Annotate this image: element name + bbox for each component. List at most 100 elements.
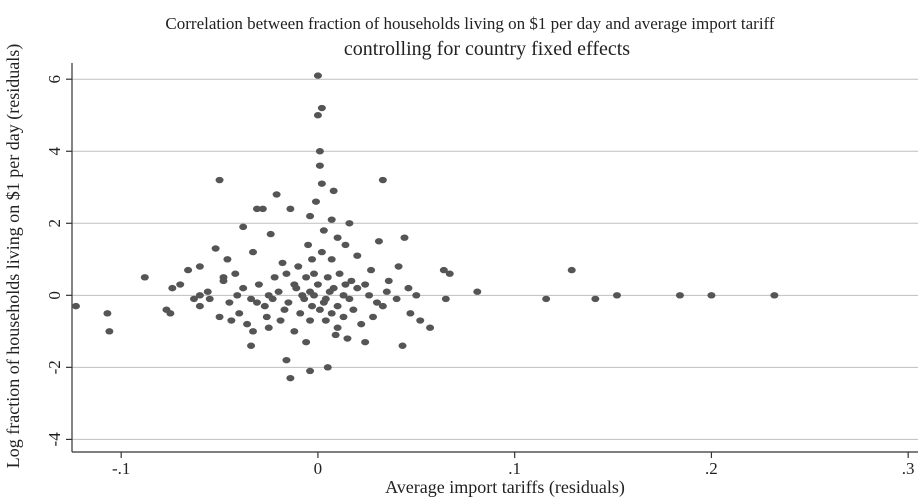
- data-point: [361, 338, 370, 346]
- data-point: [313, 112, 322, 119]
- data-point: [195, 302, 204, 310]
- data-point: [612, 292, 621, 299]
- data-point: [302, 338, 311, 346]
- data-point: [341, 241, 350, 249]
- data-point: [215, 176, 224, 184]
- y-tick-label: 4: [45, 146, 64, 155]
- data-point: [243, 320, 252, 328]
- data-point: [426, 324, 435, 331]
- data-point: [239, 284, 248, 292]
- data-point: [258, 205, 267, 213]
- data-point: [439, 266, 448, 274]
- data-point: [235, 310, 244, 317]
- data-point: [319, 227, 328, 234]
- data-point: [317, 104, 326, 112]
- data-point: [272, 191, 281, 198]
- data-point: [372, 299, 381, 306]
- data-point: [315, 162, 324, 169]
- y-tick-label: -4: [45, 432, 64, 447]
- data-point: [406, 310, 415, 317]
- data-point: [378, 176, 387, 184]
- data-point: [315, 306, 324, 313]
- data-point: [345, 220, 354, 227]
- chart-subtitle: controlling for country fixed effects: [344, 38, 630, 60]
- data-point: [394, 263, 403, 270]
- data-point: [249, 248, 258, 256]
- data-point: [239, 223, 248, 231]
- data-point: [311, 198, 320, 205]
- data-point: [195, 263, 204, 270]
- data-point: [262, 313, 271, 321]
- data-point: [367, 266, 376, 274]
- x-tick-label: 0: [314, 459, 323, 478]
- chart-title: Correlation between fraction of househol…: [165, 14, 774, 33]
- y-tick-label: 6: [45, 75, 64, 84]
- data-point: [353, 284, 362, 292]
- data-point: [404, 284, 413, 292]
- plot-title: Correlation between fraction of househol…: [165, 14, 774, 60]
- data-point: [353, 252, 362, 259]
- data-point: [327, 310, 336, 317]
- data-point: [707, 292, 716, 299]
- data-point: [252, 205, 261, 213]
- data-point: [327, 216, 336, 223]
- data-point: [252, 299, 261, 306]
- x-tick-label: .3: [902, 459, 915, 478]
- data-point: [264, 324, 273, 331]
- data-point: [282, 356, 291, 364]
- data-point: [103, 310, 112, 317]
- data-point: [317, 180, 326, 187]
- data-point: [233, 292, 242, 299]
- data-point: [205, 295, 214, 303]
- data-point: [339, 292, 348, 299]
- data-point: [247, 295, 256, 303]
- data-point: [441, 295, 450, 303]
- data-point: [335, 270, 344, 277]
- data-point: [284, 299, 293, 306]
- data-point: [300, 295, 309, 303]
- data-point: [349, 306, 358, 313]
- data-point: [416, 317, 425, 324]
- data-point: [321, 317, 330, 324]
- data-point: [176, 281, 185, 288]
- data-point: [333, 302, 342, 310]
- data-point: [309, 270, 318, 277]
- data-point: [333, 324, 342, 331]
- data-point: [140, 274, 149, 281]
- data-point: [306, 367, 315, 375]
- data-point: [323, 364, 332, 371]
- data-point: [323, 274, 332, 281]
- data-point: [306, 317, 315, 324]
- data-point: [270, 274, 279, 281]
- data-points: [71, 72, 779, 382]
- data-point: [292, 284, 301, 292]
- data-point: [770, 292, 779, 299]
- data-point: [71, 302, 80, 310]
- data-point: [384, 277, 393, 285]
- data-point: [211, 245, 220, 252]
- data-point: [225, 299, 234, 306]
- data-point: [327, 256, 336, 263]
- data-point: [249, 328, 258, 335]
- axes: -4 -2 0 2 4 6 -.1 0 .1 .2 .3: [45, 63, 918, 478]
- data-point: [398, 342, 407, 349]
- data-point: [203, 288, 212, 295]
- data-point: [278, 259, 287, 267]
- data-point: [374, 238, 383, 245]
- data-point: [254, 281, 263, 288]
- data-point: [341, 281, 350, 288]
- data-point: [347, 277, 356, 285]
- data-point: [231, 270, 240, 277]
- y-tick-label: -2: [45, 360, 64, 374]
- data-point: [317, 248, 326, 256]
- data-point: [290, 328, 299, 335]
- data-point: [345, 295, 354, 303]
- x-axis-title: Average import tariffs (residuals): [385, 477, 625, 498]
- data-point: [333, 234, 342, 241]
- data-point: [315, 148, 324, 155]
- data-point: [445, 270, 454, 277]
- data-point: [215, 313, 224, 321]
- data-point: [280, 306, 289, 313]
- x-tick-label: -.1: [112, 459, 130, 478]
- grid-lines: [72, 78, 918, 440]
